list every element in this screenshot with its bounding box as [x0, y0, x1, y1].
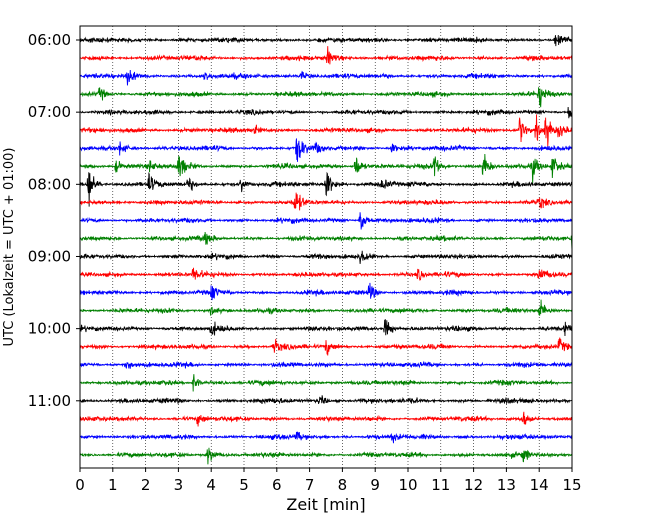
x-tick-label: 0 — [75, 476, 85, 494]
x-tick-label: 4 — [206, 476, 216, 494]
y-tick-label: 09:00 — [28, 247, 71, 265]
x-tick-label: 13 — [497, 476, 516, 494]
x-axis-ticks: 0 1 2 3 4 5 6 7 8 9 10 11 12 13 14 15 — [75, 468, 582, 494]
trace-0645 — [79, 87, 573, 108]
x-tick-label: 14 — [530, 476, 549, 494]
x-tick-label: 3 — [174, 476, 184, 494]
trace-0715 — [79, 114, 573, 147]
trace-1015 — [79, 337, 573, 356]
x-tick-label: 9 — [370, 476, 380, 494]
trace-0945 — [79, 299, 573, 316]
trace-1100 — [79, 395, 573, 405]
trace-0900 — [79, 250, 573, 264]
trace-0830 — [79, 212, 573, 230]
y-axis-ticks: 06:00 07:00 08:00 09:00 10:00 11:00 — [28, 31, 80, 410]
x-tick-label: 1 — [108, 476, 118, 494]
y-tick-label: 10:00 — [28, 320, 71, 338]
trace-0730 — [79, 138, 573, 162]
trace-1000 — [79, 319, 573, 337]
y-tick-label: 11:00 — [28, 392, 71, 410]
x-tick-label: 5 — [239, 476, 249, 494]
trace-0915 — [79, 267, 573, 281]
x-tick-label: 12 — [464, 476, 483, 494]
trace-0930 — [79, 282, 573, 301]
x-axis-label: Zeit [min] — [286, 495, 365, 514]
x-tick-label: 8 — [338, 476, 348, 494]
trace-0845 — [79, 232, 573, 251]
trace-1045 — [79, 374, 573, 392]
x-tick-label: 2 — [141, 476, 151, 494]
trace-0700 — [79, 106, 573, 119]
trace-1145 — [79, 447, 573, 465]
x-tick-label: 11 — [431, 476, 450, 494]
x-tick-label: 7 — [305, 476, 315, 494]
x-tick-label: 15 — [562, 476, 581, 494]
x-tick-label: 6 — [272, 476, 282, 494]
trace-0615 — [79, 46, 573, 65]
y-tick-label: 08:00 — [28, 175, 71, 193]
trace-1030 — [79, 360, 573, 369]
plot-frame — [79, 25, 573, 469]
trace-0600 — [79, 34, 573, 47]
trace-1130 — [79, 431, 573, 444]
trace-0800 — [79, 171, 573, 207]
trace-0815 — [79, 192, 573, 211]
trace-1115 — [79, 411, 573, 427]
y-axis-label: UTC (Lokalzeit = UTC + 01:00) — [2, 148, 17, 347]
x-tick-label: 10 — [398, 476, 417, 494]
seismogram-traces — [79, 34, 573, 465]
y-tick-label: 06:00 — [28, 31, 71, 49]
y-tick-label: 07:00 — [28, 103, 71, 121]
trace-0630 — [79, 70, 573, 86]
trace-0745 — [79, 153, 573, 184]
